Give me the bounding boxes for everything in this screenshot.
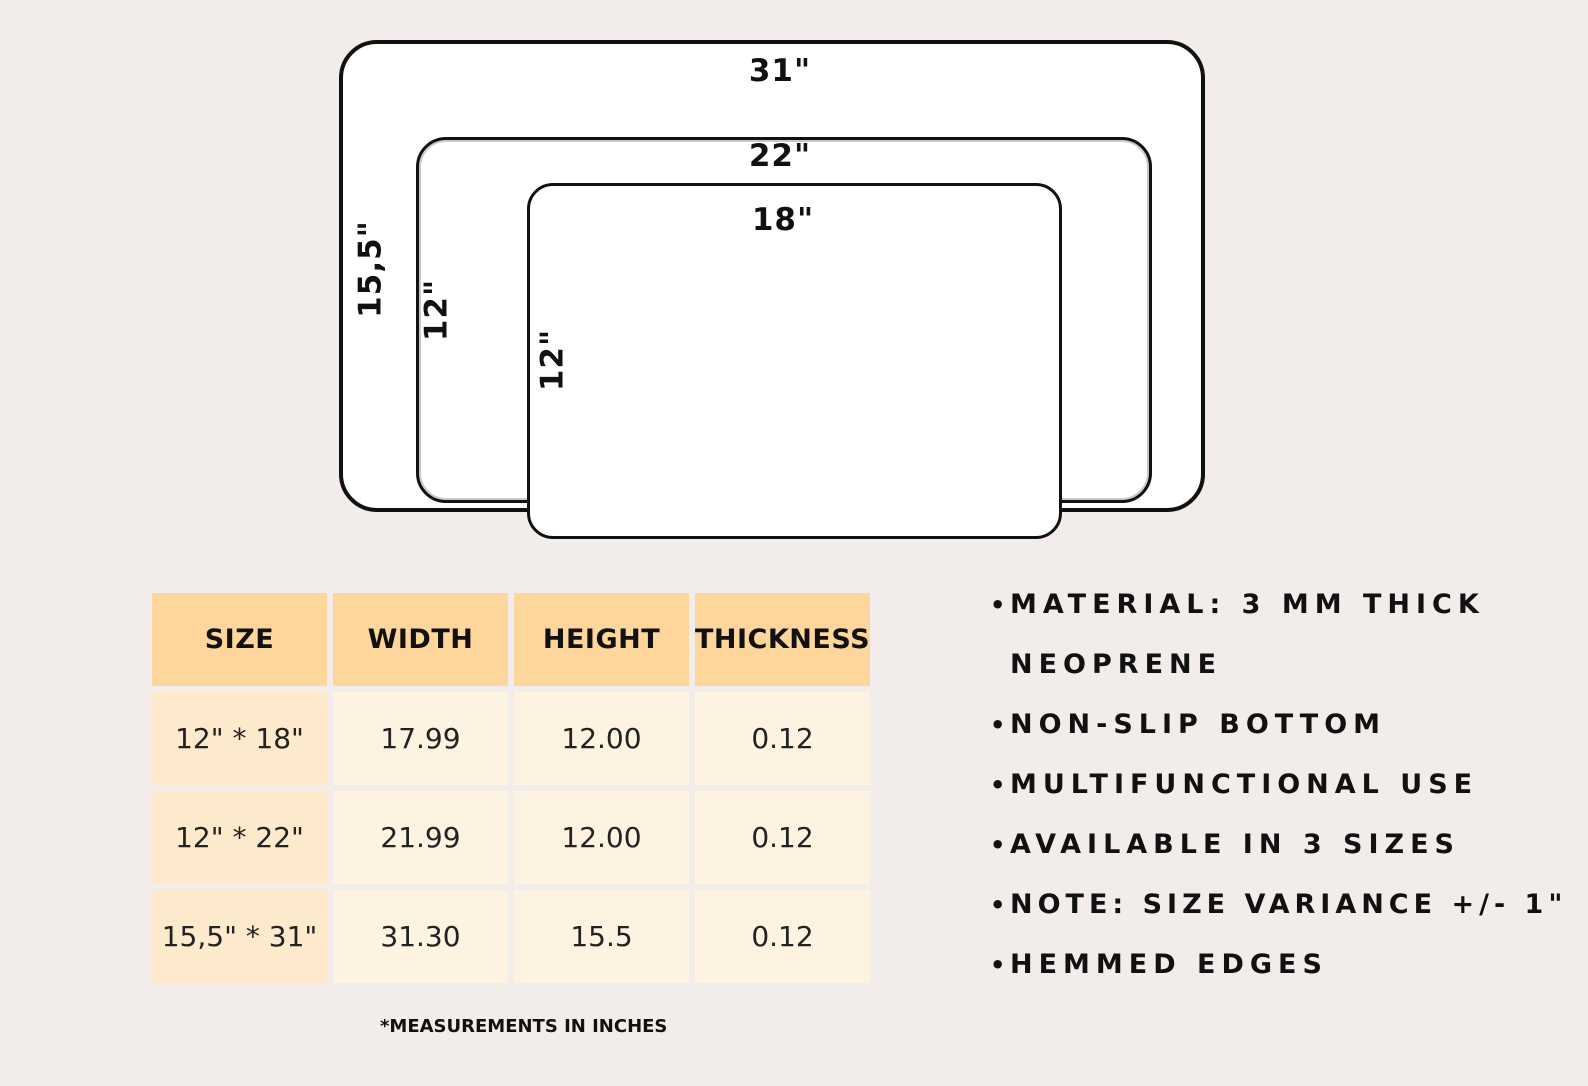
feature-item-non-slip: • NON-SLIP BOTTOM	[990, 695, 1580, 755]
bullet-icon: •	[990, 711, 1012, 739]
feature-item-hemmed: • HEMMED EDGES	[990, 935, 1580, 995]
medium-width-label: 22"	[748, 138, 812, 174]
feature-text: NOTE: SIZE VARIANCE +/- 1"	[1010, 889, 1568, 920]
cell-width: 17.99	[333, 692, 508, 785]
feature-list: • MATERIAL: 3 MM THICK NEOPRENE • NON-SLIP…	[990, 575, 1580, 995]
large-width-label: 31"	[748, 53, 812, 89]
feature-text: AVAILABLE IN 3 SIZES	[1010, 829, 1460, 860]
header-thickness: THICKNESS	[695, 593, 871, 686]
feature-text: NEOPRENE	[1010, 649, 1223, 680]
bullet-icon: •	[990, 831, 1012, 859]
table-row: 12" * 22" 21.99 12.00 0.12	[152, 791, 871, 884]
header-height: HEIGHT	[514, 593, 689, 686]
feature-item-multifunctional: • MULTIFUNCTIONAL USE	[990, 755, 1580, 815]
small-height-label: 12"	[534, 328, 571, 392]
bullet-icon: •	[990, 591, 1012, 619]
cell-height: 12.00	[514, 692, 689, 785]
table-row: 15,5" * 31" 31.30 15.5 0.12	[152, 890, 871, 983]
header-size: SIZE	[152, 593, 327, 686]
large-height-label: 15,5"	[352, 220, 389, 318]
cell-width: 31.30	[333, 890, 508, 983]
feature-item-sizes: • AVAILABLE IN 3 SIZES	[990, 815, 1580, 875]
mat-small-outline	[527, 183, 1062, 539]
cell-size: 12" * 18"	[152, 692, 327, 785]
header-width: WIDTH	[333, 593, 508, 686]
bullet-icon: •	[990, 951, 1012, 979]
bullet-icon: •	[990, 891, 1012, 919]
feature-text: NON-SLIP BOTTOM	[1010, 709, 1387, 740]
feature-text: MULTIFUNCTIONAL USE	[1010, 769, 1479, 800]
bullet-icon: •	[990, 771, 1012, 799]
medium-height-label: 12"	[418, 278, 455, 342]
cell-size: 12" * 22"	[152, 791, 327, 884]
feature-item-variance: • NOTE: SIZE VARIANCE +/- 1"	[990, 875, 1580, 935]
cell-width: 21.99	[333, 791, 508, 884]
cell-size: 15,5" * 31"	[152, 890, 327, 983]
table-header-row: SIZE WIDTH HEIGHT THICKNESS	[152, 593, 871, 686]
feature-item-material: • MATERIAL: 3 MM THICK	[990, 575, 1580, 635]
feature-item-material-cont: NEOPRENE	[990, 635, 1580, 695]
small-width-label: 18"	[751, 202, 815, 238]
measurements-footnote: *MEASUREMENTS IN INCHES	[380, 1016, 668, 1037]
cell-thickness: 0.12	[695, 692, 871, 785]
cell-thickness: 0.12	[695, 890, 871, 983]
size-specs-table: SIZE WIDTH HEIGHT THICKNESS 12" * 18" 17…	[146, 587, 876, 989]
feature-text: HEMMED EDGES	[1010, 949, 1328, 980]
cell-height: 12.00	[514, 791, 689, 884]
feature-text: MATERIAL: 3 MM THICK	[1010, 589, 1485, 620]
cell-thickness: 0.12	[695, 791, 871, 884]
cell-height: 15.5	[514, 890, 689, 983]
table-row: 12" * 18" 17.99 12.00 0.12	[152, 692, 871, 785]
